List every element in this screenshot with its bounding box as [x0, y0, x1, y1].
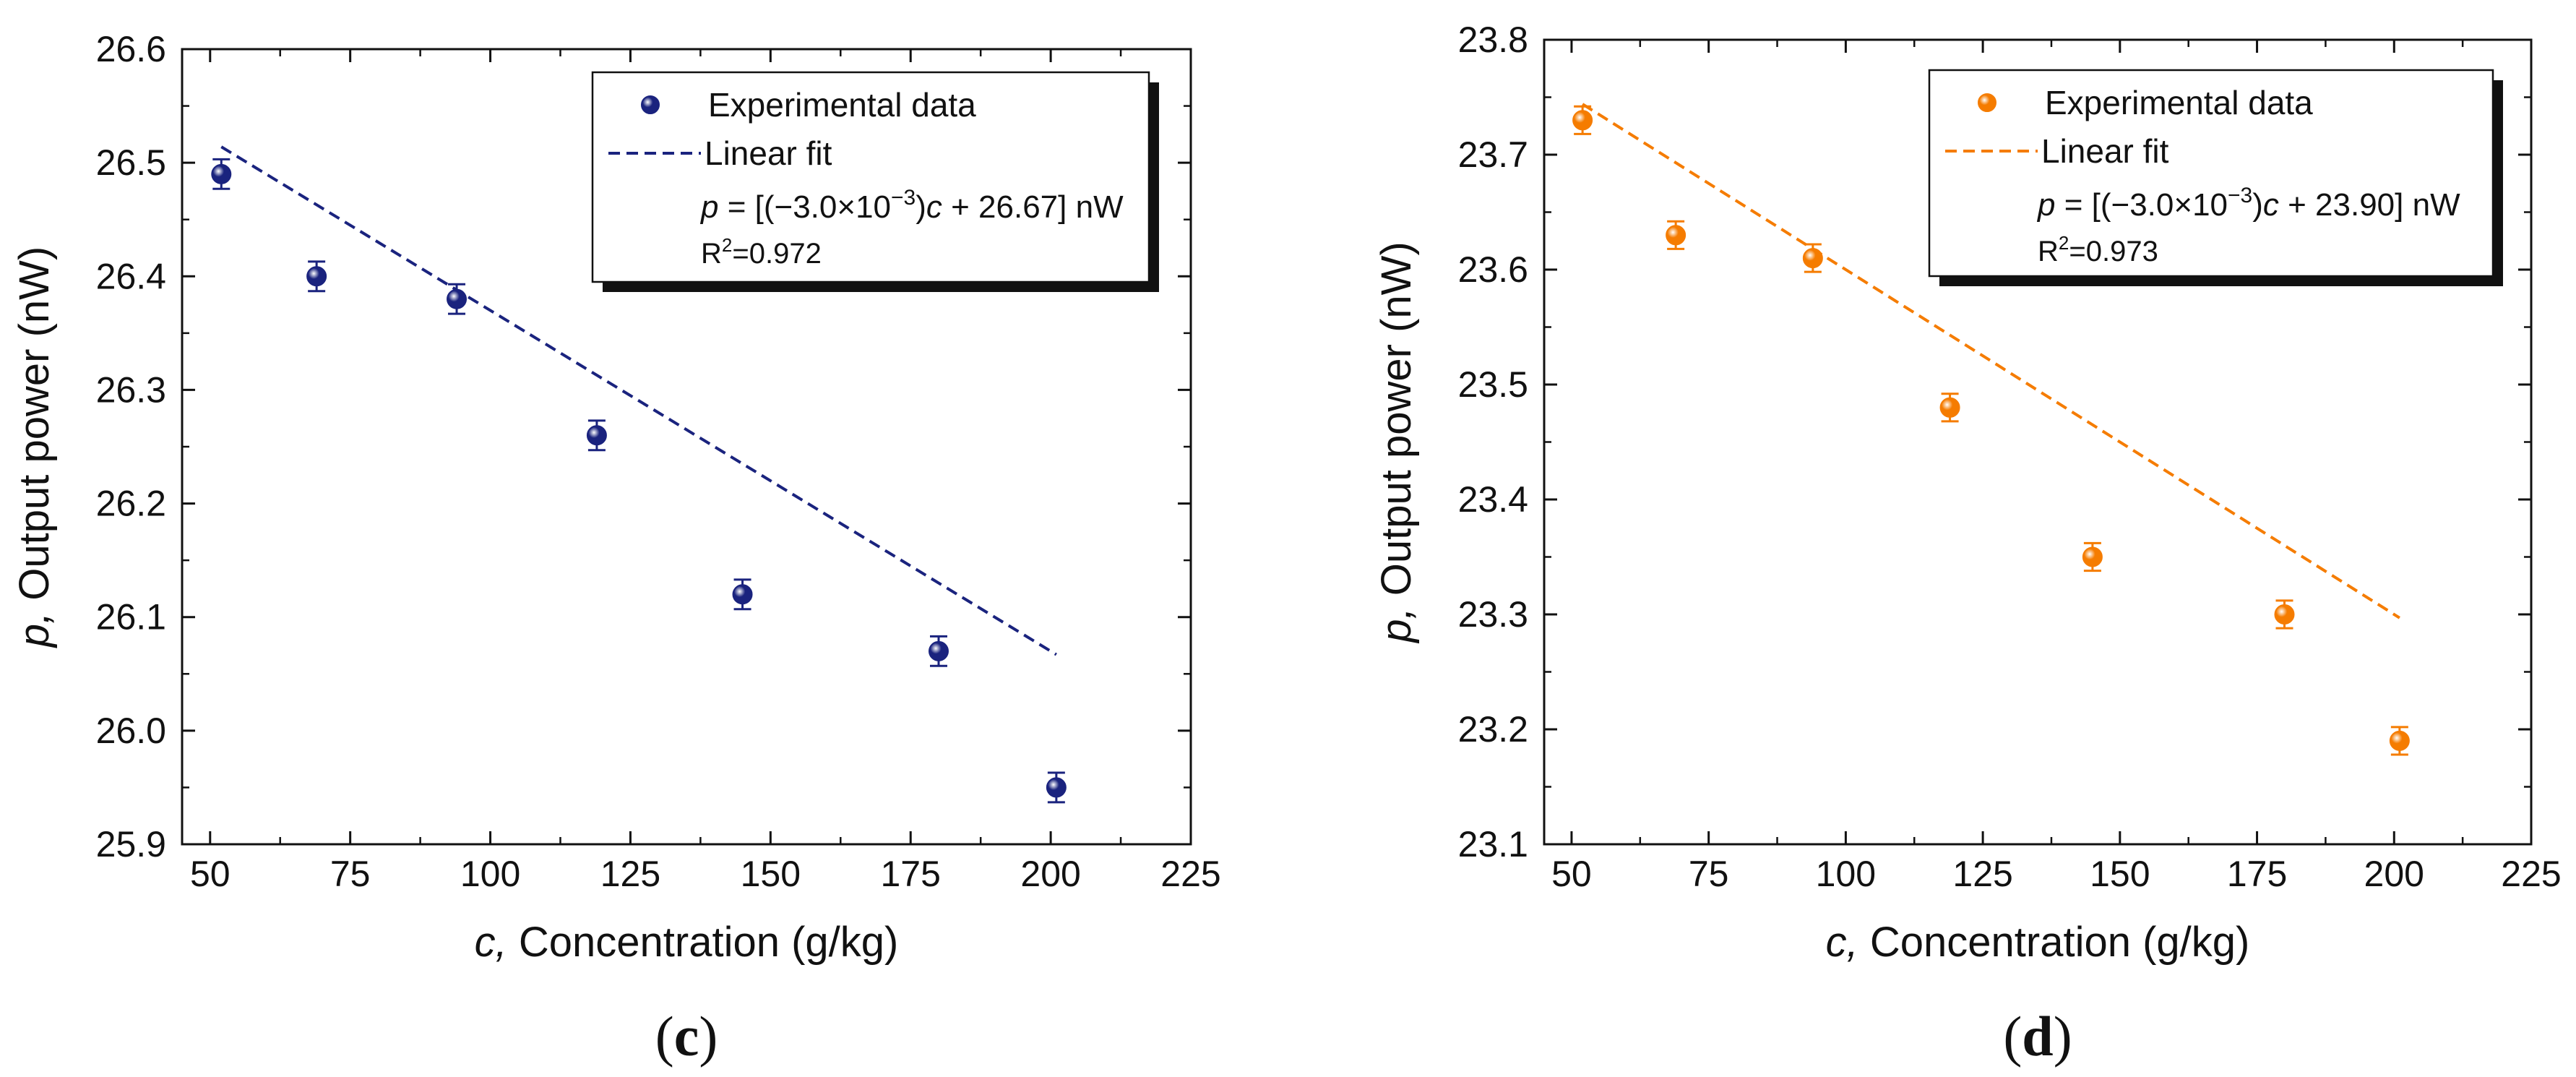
- data-marker: [1802, 248, 1823, 269]
- y-tick-label: 26.0: [96, 711, 166, 751]
- data-marker: [2082, 546, 2103, 567]
- x-tick-label: 75: [1689, 854, 1729, 894]
- r-squared: R2=0.972: [701, 234, 822, 270]
- y-tick-label: 23.4: [1458, 479, 1528, 520]
- x-tick-label: 150: [741, 854, 801, 894]
- data-marker: [1572, 110, 1593, 131]
- y-tick-label: 26.1: [96, 597, 166, 638]
- x-tick-label: 225: [2501, 854, 2561, 894]
- data-marker: [447, 288, 468, 309]
- r-squared: R2=0.973: [2038, 232, 2158, 267]
- x-tick-label: 100: [460, 854, 520, 894]
- legend-entry-experimental: Experimental data: [2045, 84, 2313, 121]
- data-point: [1666, 220, 1687, 250]
- data-marker: [211, 163, 232, 184]
- y-tick-label: 23.5: [1458, 364, 1528, 405]
- y-tick-label: 26.5: [96, 142, 166, 183]
- y-axis-label: p, Output power (nW): [1373, 241, 1420, 643]
- legend-marker: [1978, 93, 1996, 112]
- y-tick-label: 23.2: [1458, 709, 1528, 750]
- y-axis-label: p, Output power (nW): [11, 246, 58, 648]
- y-tick-label: 26.4: [96, 256, 166, 296]
- data-marker: [1046, 777, 1067, 798]
- data-marker: [306, 266, 327, 287]
- x-tick-label: 50: [190, 854, 231, 894]
- panel-0: 50 75 100 125 150 175 200 225 25.9 26.0 26.1 26.2 26…: [11, 29, 1221, 1068]
- data-point: [1572, 105, 1593, 135]
- fit-equation: p = [(−3.0×10−3)c + 23.90] nW: [2036, 184, 2460, 223]
- data-marker: [2389, 730, 2410, 751]
- data-marker: [2274, 604, 2295, 625]
- y-tick-label: 23.7: [1458, 134, 1528, 175]
- panel-1: 50 75 100 125 150 175 200 225 23.1 23.2 23.3 23.4 23…: [1373, 20, 2562, 1068]
- legend-entry-fit: Linear fit: [705, 134, 832, 172]
- y-tick-label: 25.9: [96, 824, 166, 864]
- data-point: [2389, 726, 2410, 756]
- data-marker: [1939, 397, 1960, 418]
- data-point: [2082, 541, 2103, 572]
- y-tick-label: 23.6: [1458, 249, 1528, 290]
- x-tick-label: 200: [2364, 854, 2424, 894]
- x-tick-label: 75: [330, 854, 371, 894]
- legend-box: [1928, 69, 2494, 278]
- x-tick-label: 100: [1816, 854, 1876, 894]
- legend-entry-experimental: Experimental data: [708, 86, 976, 124]
- x-tick-label: 200: [1020, 854, 1080, 894]
- data-marker: [929, 640, 949, 661]
- data-marker: [586, 425, 607, 446]
- legend-box: [591, 71, 1150, 283]
- y-tick-label: 23.1: [1458, 824, 1528, 864]
- data-point: [586, 419, 607, 452]
- data-point: [1046, 771, 1067, 804]
- legend: Experimental data Linear fit p = [(−3.0×10…: [591, 71, 1159, 292]
- x-tick-label: 125: [600, 854, 660, 894]
- panel-label: (d): [2003, 1005, 2072, 1068]
- x-tick-label: 125: [1952, 854, 2012, 894]
- data-marker: [732, 584, 753, 605]
- y-tick-label: 26.3: [96, 369, 166, 410]
- data-point: [211, 158, 232, 190]
- data-marker: [1666, 225, 1687, 246]
- legend-marker: [641, 95, 660, 114]
- y-tick-label: 23.8: [1458, 20, 1528, 60]
- panel-label: (c): [655, 1005, 718, 1068]
- x-tick-label: 175: [881, 854, 941, 894]
- data-point: [732, 578, 753, 611]
- x-tick-label: 150: [2090, 854, 2150, 894]
- x-tick-label: 50: [1551, 854, 1592, 894]
- data-point: [447, 283, 468, 315]
- legend-entry-fit: Linear fit: [2041, 132, 2169, 170]
- fit-equation: p = [(−3.0×10−3)c + 26.67] nW: [699, 186, 1124, 225]
- x-axis-label: c, Concentration (g/kg): [1826, 919, 2250, 966]
- data-point: [929, 635, 949, 667]
- legend: Experimental data Linear fit p = [(−3.0×10…: [1928, 69, 2503, 286]
- data-point: [306, 260, 327, 293]
- x-axis-label: c, Concentration (g/kg): [475, 919, 899, 966]
- fit-line: [220, 145, 1057, 656]
- fit-line: [1582, 103, 2400, 619]
- y-tick-label: 23.3: [1458, 594, 1528, 635]
- y-tick-label: 26.6: [96, 29, 166, 69]
- data-point: [2274, 599, 2295, 630]
- x-tick-label: 175: [2227, 854, 2287, 894]
- data-point: [1802, 243, 1823, 273]
- y-tick-label: 26.2: [96, 484, 166, 524]
- data-point: [1939, 392, 1960, 423]
- x-tick-label: 225: [1160, 854, 1220, 894]
